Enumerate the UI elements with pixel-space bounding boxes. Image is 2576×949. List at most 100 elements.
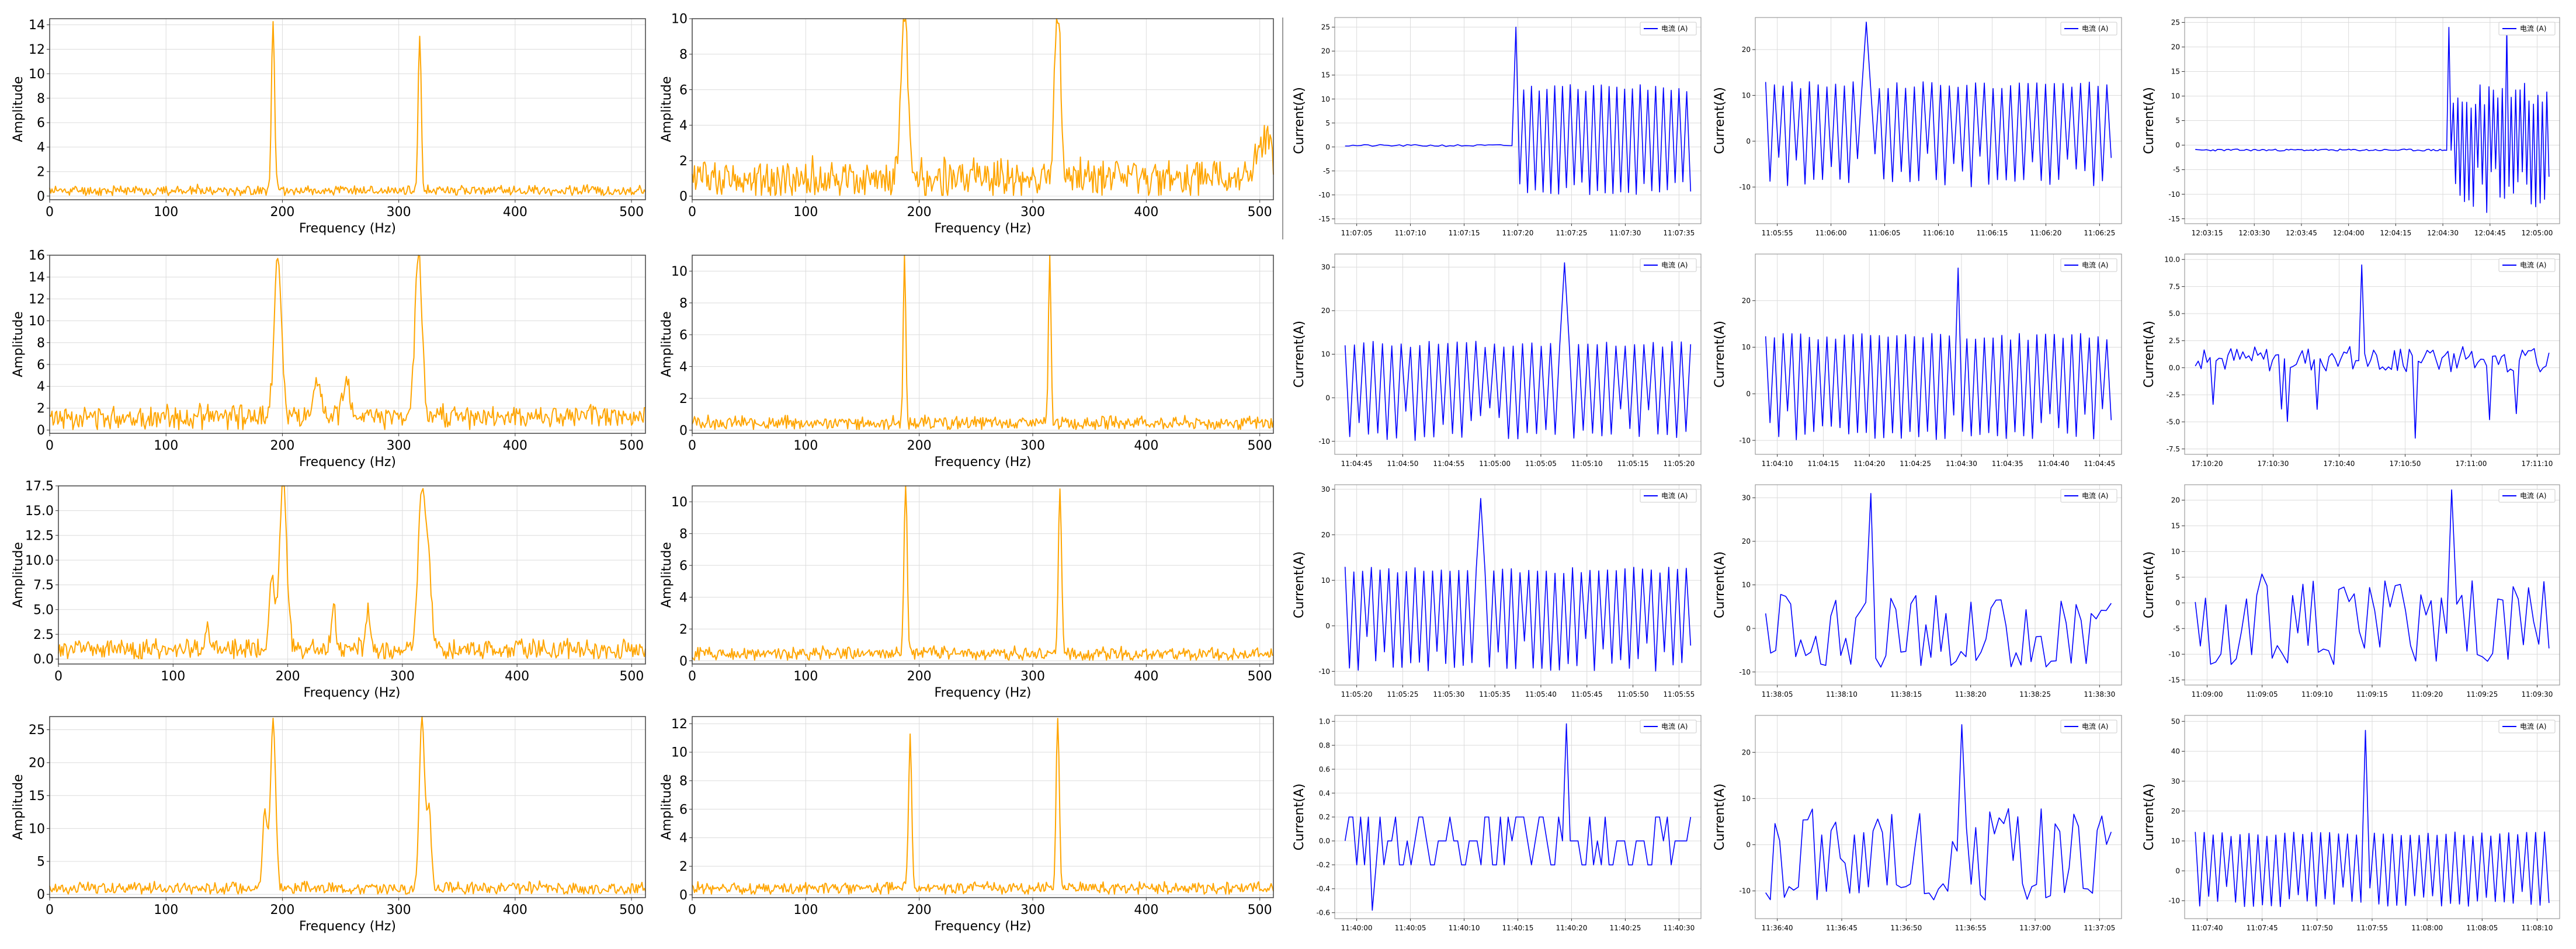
fft-r3c1-series-line [58, 485, 646, 659]
ts-r4c4-xtick-label-0: 11:36:40 [1762, 924, 1793, 932]
fft-r1c1-ylabel: Amplitude [11, 77, 26, 142]
fft-r1c1-xtick-label-4: 400 [503, 205, 527, 220]
fft-r2c2-xtick-label-2: 200 [907, 439, 932, 453]
ts-r1c4-grid [1755, 18, 2122, 224]
ts-r4c5-ytick-label-0: -10 [2168, 896, 2180, 905]
fft-r2c2-ytick-label-4: 8 [679, 296, 688, 311]
ts-r2c4-ytick-label-0: -10 [1739, 436, 1751, 444]
ts-r4c4-panel: -10 0 10 20 11:36:40 11:36:45 11:36:50 11:36:55… [1709, 710, 2126, 943]
fft-r2c1-ytick-label-1: 2 [37, 402, 45, 416]
ts-r4c3-ytick-label-7: 0.8 [1319, 741, 1330, 749]
ts-r1c4-ytick-label-1: 0 [1746, 137, 1751, 145]
fft-r3c1-xlabel: Frequency (Hz) [304, 686, 401, 700]
fft-r2c1-ylabel: Amplitude [11, 311, 26, 377]
fft-r2c1-xlabel: Frequency (Hz) [299, 455, 396, 470]
fft-r2c1-ytick-label-0: 0 [37, 423, 45, 438]
fft-r1c1-series-line [49, 21, 646, 196]
ts-r2c3-panel: -10 0 10 20 30 11:04:45 11:04:50 11:04:55 11:05:… [1288, 248, 1706, 479]
fft-r2c2-series-line [692, 255, 1274, 430]
fft-r1c1-ytick-label-1: 2 [37, 165, 45, 180]
fft-r2c1-xtick-label-3: 300 [387, 439, 411, 453]
ts-r1c5-legend: 电流 (A) [2498, 22, 2556, 36]
ts-r2c4-legend-label: 电流 (A) [2082, 261, 2108, 269]
fft-r2c2-panel: 0 2 4 6 8 10 0 100 200 300 400 500 Frequency (Hz) Amp… [659, 248, 1279, 479]
fft-r3c2-ytick-label-3: 6 [679, 559, 688, 573]
ts-r4c5-series-line [2195, 729, 2550, 908]
ts-r3c3-xtick-label-7: 11:05:55 [1663, 690, 1695, 698]
fft-r4c2-xtick-label-0: 0 [688, 903, 696, 917]
ts-r3c5-ytick-label-2: -5 [2173, 624, 2180, 632]
ts-r4c4-ylabel: Current(A) [1713, 784, 1727, 851]
ts-r2c3-xtick-label-7: 11:05:20 [1663, 460, 1695, 468]
fft-r3c1-panel: 0.0 2.5 5.0 7.5 10.0 12.5 15.0 17.5 0 100 200 300 40… [11, 479, 651, 710]
ts-r1c4-legend-label: 电流 (A) [2082, 25, 2108, 33]
fft-r1c2-panel: 0 2 4 6 8 10 0 100 200 300 400 500 Frequency (Hz) Amp… [659, 12, 1279, 245]
fft-r3c2-ytick-label-1: 2 [679, 623, 688, 637]
ts-r4c4-legend-label: 电流 (A) [2082, 722, 2108, 731]
fft-r4c1-xtick-label-1: 100 [154, 903, 178, 917]
ts-r4c5-xtick-label-0: 11:07:40 [2192, 924, 2223, 932]
ts-r3c3-legend-box [1640, 489, 1697, 503]
ts-r3c4-legend-box [2060, 489, 2117, 503]
ts-r1c5-xtick-label-0: 12:03:15 [2192, 229, 2223, 237]
fft-r1c2-series-line [692, 18, 1274, 196]
ts-r3c5-legend-box [2498, 489, 2556, 503]
ts-r2c3-ytick-label-4: 30 [1321, 263, 1330, 272]
fft-r4c2-ytick-label-4: 8 [679, 774, 688, 789]
fft-r1c1-xlabel: Frequency (Hz) [299, 221, 396, 236]
fft-r2c1-ytick-label-6: 12 [29, 293, 45, 307]
fft-r4c1-ytick-label-1: 5 [37, 855, 45, 870]
fft-r2c1-plot-frame [49, 255, 646, 434]
fft-r3c1-xtick-label-0: 0 [54, 669, 63, 684]
ts-r2c5-ytick-label-5: 5.0 [2169, 310, 2180, 318]
ts-r4c4-plot-frame [1755, 715, 2122, 919]
fft-r1c2-xtick-label-5: 500 [1248, 205, 1272, 220]
ts-r1c4-series-line [1765, 22, 2112, 187]
ts-r3c3-ytick-label-2: 10 [1321, 576, 1330, 585]
fft-r3c1-ylabel: Amplitude [11, 542, 26, 608]
ts-r4c5-ytick-label-6: 50 [2171, 717, 2180, 725]
ts-r2c5-ytick-label-3: 0.0 [2169, 364, 2180, 372]
ts-r4c5-xtick-label-6: 11:08:10 [2522, 924, 2553, 932]
fft-r4c1-series-line [49, 716, 646, 895]
ts-r1c4-xtick-label-3: 11:06:10 [1923, 229, 1954, 237]
fft-r3c1-ytick-label-4: 10.0 [25, 554, 54, 568]
fft-r2c1-svg: 0 2 4 6 8 10 12 14 16 0 100 200 300 400 500 Frequency (… [11, 249, 646, 470]
ts-r3c4-ylabel: Current(A) [1713, 551, 1727, 618]
ts-r3c4-xtick-label-3: 11:38:20 [1955, 690, 1987, 698]
fft-r3c2-plot-frame [692, 485, 1274, 665]
fft-r4c2-ytick-label-1: 2 [679, 860, 688, 874]
ts-r3c4-xtick-label-5: 11:38:30 [2084, 690, 2115, 698]
ts-r4c4-ytick-label-2: 10 [1742, 795, 1751, 803]
ts-r1c5-xtick-label-1: 12:03:30 [2238, 229, 2270, 237]
ts-r2c3-legend-label: 电流 (A) [1661, 261, 1688, 269]
ts-r4c3-xtick-label-1: 11:40:05 [1395, 924, 1426, 932]
ts-r1c3-ytick-label-0: -15 [1318, 215, 1330, 223]
ts-r1c4-xtick-label-5: 11:06:20 [2030, 229, 2061, 237]
ts-r3c3-legend: 电流 (A) [1640, 489, 1697, 503]
ts-r2c5-xtick-label-2: 17:10:40 [2324, 460, 2355, 468]
ts-r2c5-plot-frame [2184, 253, 2560, 455]
ts-r1c3-xtick-label-1: 11:07:10 [1395, 229, 1426, 237]
ts-r2c3-ytick-label-2: 10 [1321, 350, 1330, 359]
ts-r1c3-legend-label: 电流 (A) [1661, 25, 1688, 33]
fft-r1c1-ytick-label-6: 12 [29, 43, 45, 57]
ts-r2c4-xtick-label-7: 11:04:45 [2084, 460, 2115, 468]
fft-r2c2-grid [692, 255, 1273, 433]
fft-r1c2-ytick-label-1: 2 [679, 154, 688, 169]
ts-r3c4-svg: -10 0 10 20 30 11:38:05 11:38:10 11:38:15 11:38:… [1713, 484, 2122, 698]
ts-r4c4-xtick-label-5: 11:37:05 [2084, 924, 2115, 932]
ts-r2c5-ytick-label-6: 7.5 [2169, 283, 2180, 291]
ts-r2c4-xtick-label-3: 11:04:25 [1900, 460, 1931, 468]
ts-r4c4-xtick-label-3: 11:36:55 [1955, 924, 1987, 932]
ts-r2c5-svg: -7.5 -5.0 -2.5 0.0 2.5 5.0 7.5 10.0 17:10:20 17:1… [2142, 253, 2560, 468]
ts-r2c4-plot-frame [1755, 253, 2122, 455]
fft-r2c2-ytick-label-1: 2 [679, 392, 688, 406]
ts-r2c5-legend-box [2498, 258, 2556, 272]
ts-r3c3-ytick-label-3: 20 [1321, 531, 1330, 539]
fft-r3c1-ytick-label-3: 7.5 [33, 578, 54, 593]
ts-r1c4-legend-box [2060, 22, 2117, 36]
fft-r2c1-series-line [49, 255, 646, 430]
fft-r1c1-ytick-label-5: 10 [29, 67, 45, 82]
ts-r4c3-svg: -0.6 -0.4 -0.2 0.0 0.2 0.4 0.6 0.8 1.0 11:40:00 11… [1292, 715, 1702, 932]
